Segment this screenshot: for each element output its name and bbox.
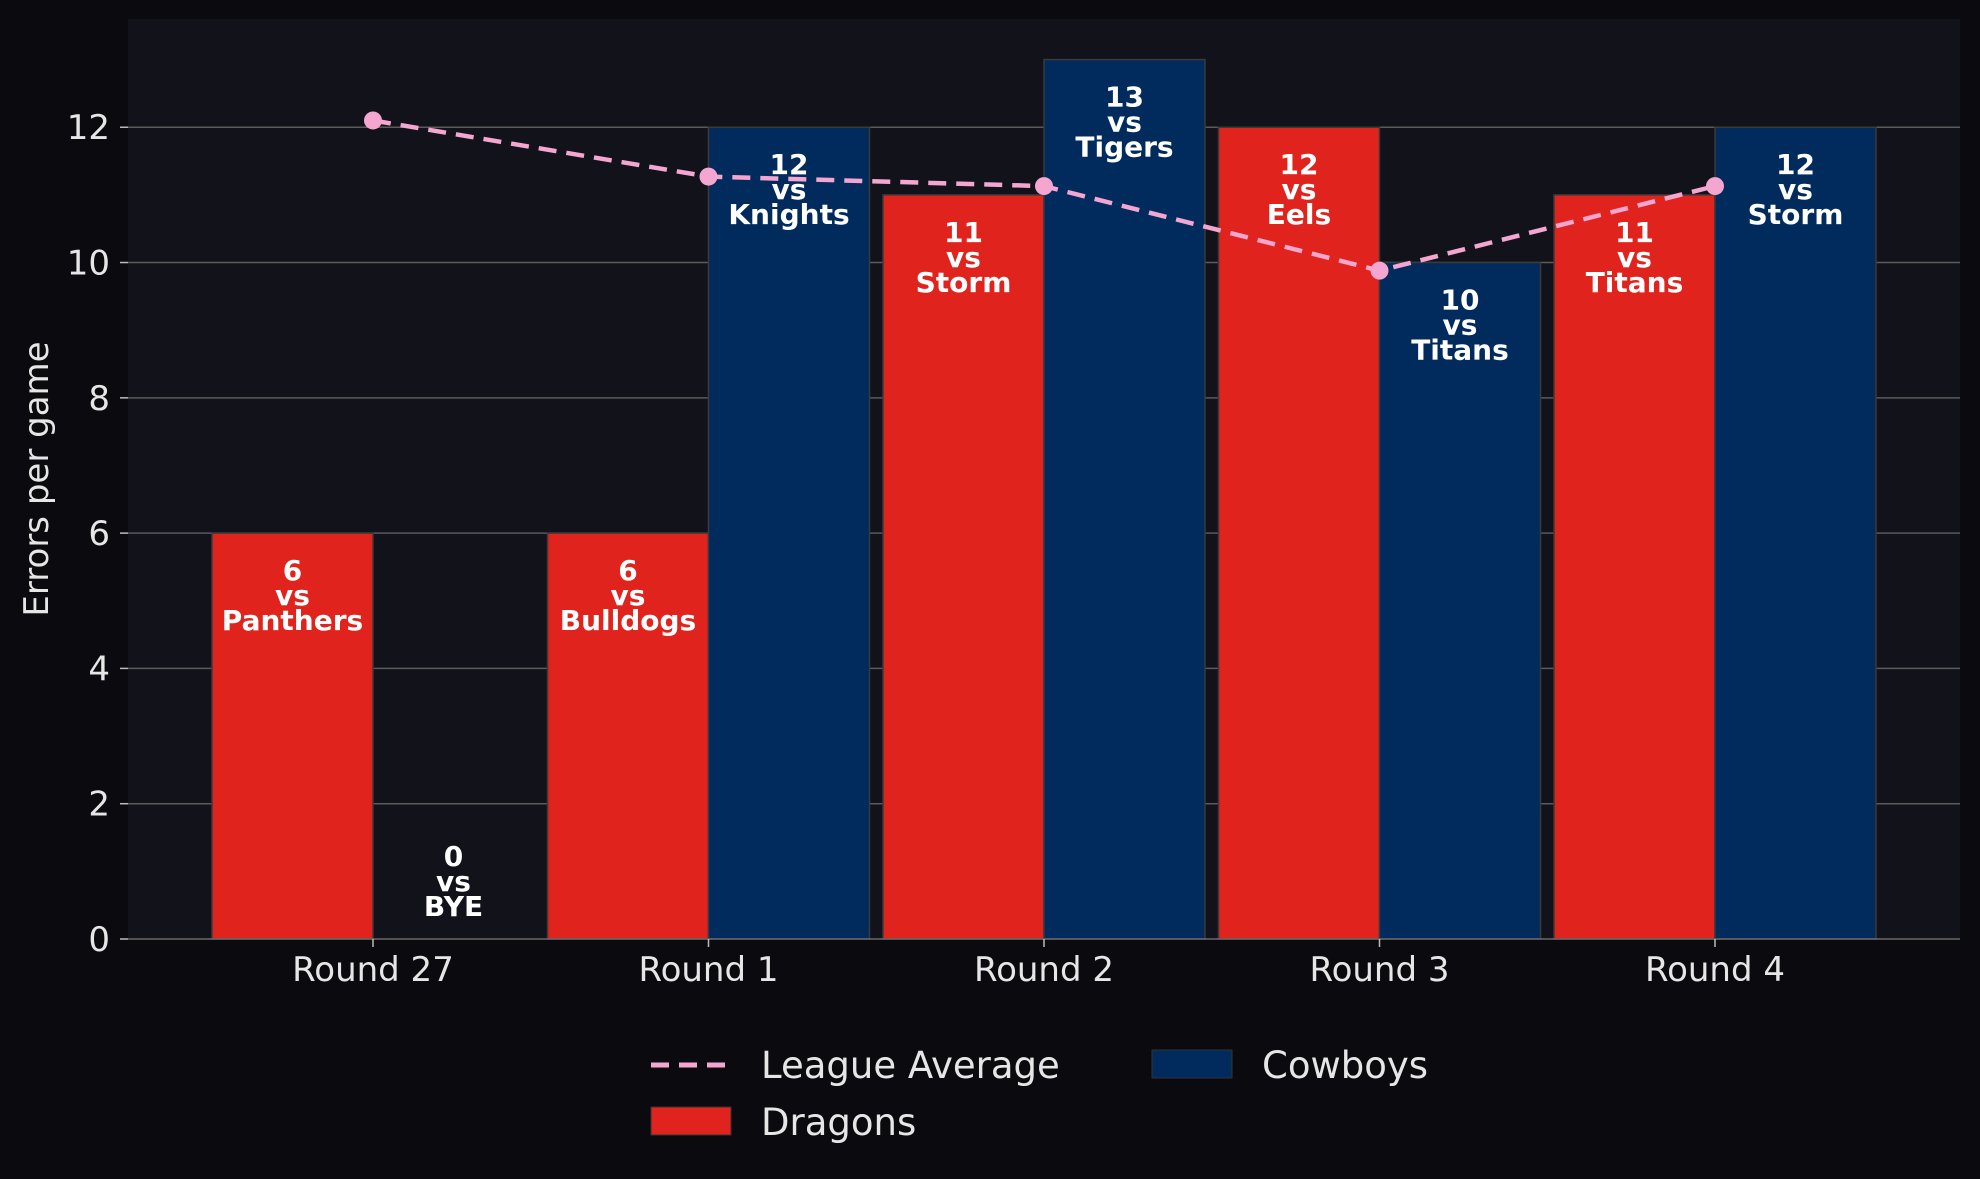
bar-opponent-label: Storm <box>916 266 1012 299</box>
bar-cowboys <box>1714 126 1877 940</box>
bar-vs-label: vs <box>946 241 981 274</box>
bar-dragons <box>546 532 710 940</box>
y-ticks: 0 2 4 6 8 10 12 <box>67 108 128 960</box>
bar-vs-label: vs <box>275 579 310 612</box>
bar-vs-label: vs <box>1617 241 1652 274</box>
legend-label-cowboys: Cowboys <box>1262 1044 1428 1087</box>
bar-opponent-label: Eels <box>1267 198 1331 231</box>
bar-value-label: 13 <box>1105 81 1144 114</box>
y-tick-label: 10 <box>67 244 110 284</box>
x-tick-label: Round 3 <box>1309 950 1449 990</box>
bar-labels: 6vsPanthers6vsBulldogs11vsStorm12vsEels1… <box>222 81 1844 923</box>
bar-vs-label: vs <box>772 173 807 206</box>
bar-value-label: 6 <box>618 554 637 587</box>
y-tick-label: 6 <box>88 514 110 554</box>
bar-opponent-label: Panthers <box>222 604 363 637</box>
bar-opponent-label: Storm <box>1748 198 1844 231</box>
bar-dragons <box>211 532 374 940</box>
bar-value-label: 12 <box>770 148 809 181</box>
league-average-point <box>1706 177 1724 196</box>
y-axis-label: Errors per game <box>17 341 57 616</box>
bar-value-label: 12 <box>1280 148 1319 181</box>
league-average-line <box>364 111 1724 280</box>
bar-opponent-label: Tigers <box>1075 131 1173 164</box>
bar-value-label: 11 <box>944 216 983 249</box>
y-tick-label: 4 <box>88 649 110 689</box>
x-ticks: Round 27 Round 1 Round 2 Round 3 Round 4 <box>292 939 1785 990</box>
bar-value-label: 6 <box>283 554 302 587</box>
bar-cowboys <box>1378 261 1542 940</box>
bar-value-label: 11 <box>1615 216 1654 249</box>
y-tick-label: 0 <box>88 920 110 960</box>
bar-opponent-label: Bulldogs <box>560 604 696 637</box>
bar-cowboys <box>707 126 871 940</box>
y-tick-label: 12 <box>67 108 110 148</box>
league-average-point <box>1035 177 1053 196</box>
league-average-point <box>1370 261 1389 280</box>
bar-vs-label: vs <box>1282 173 1317 206</box>
bar-vs-label: vs <box>1443 309 1478 342</box>
x-tick-label: Round 1 <box>638 950 778 990</box>
league-average-point <box>699 167 718 186</box>
bar-opponent-label: Titans <box>1586 266 1684 299</box>
y-tick-label: 8 <box>88 379 110 419</box>
bars <box>211 58 1877 940</box>
bar-opponent-label: Titans <box>1411 334 1509 367</box>
bar-vs-label: vs <box>611 579 646 612</box>
legend-swatch-cowboys <box>1151 1049 1233 1079</box>
bar-value-label: 10 <box>1441 284 1480 317</box>
bar-opponent-label: Knights <box>728 198 849 231</box>
bar-vs-label: vs <box>1107 106 1142 139</box>
legend-label-dragons: Dragons <box>761 1101 916 1144</box>
legend: League Average Dragons Cowboys <box>650 1044 1428 1144</box>
x-tick-label: Round 2 <box>974 950 1114 990</box>
legend-label-league-average: League Average <box>761 1044 1060 1087</box>
bar-value-label: 0 <box>444 840 463 873</box>
bar-opponent-label: BYE <box>424 890 483 923</box>
bar-vs-label: vs <box>1778 173 1813 206</box>
x-tick-label: Round 4 <box>1645 950 1785 990</box>
bar-dragons <box>1553 194 1716 940</box>
bar-dragons <box>882 194 1045 940</box>
legend-swatch-dragons <box>650 1106 732 1136</box>
bar-value-label: 12 <box>1776 148 1815 181</box>
y-tick-label: 2 <box>88 785 110 825</box>
league-average-point <box>364 111 382 130</box>
x-tick-label: Round 27 <box>292 950 454 990</box>
bar-vs-label: vs <box>436 865 471 898</box>
